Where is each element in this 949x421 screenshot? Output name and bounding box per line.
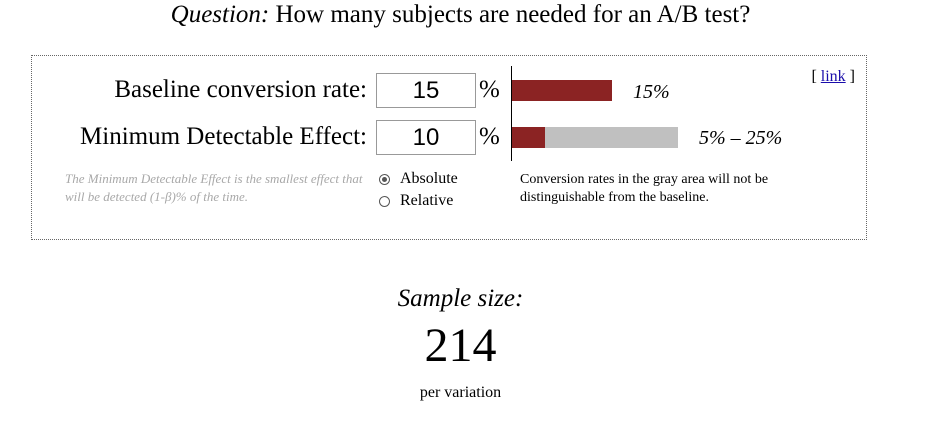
baseline-label: Baseline conversion rate: xyxy=(114,76,367,103)
mde-explanation: The Minimum Detectable Effect is the sma… xyxy=(65,171,363,204)
baseline-bar-value: 15% xyxy=(633,81,670,103)
mde-label: Minimum Detectable Effect: xyxy=(80,123,367,150)
link-bracket-close: ] xyxy=(849,68,855,85)
sample-size-unit: per variation xyxy=(419,384,502,401)
mde-bar-track xyxy=(512,127,949,148)
link-container: [ link ] xyxy=(811,67,855,87)
baseline-rate-input[interactable] xyxy=(376,73,476,108)
baseline-unit: % xyxy=(479,76,500,103)
baseline-bar-track xyxy=(512,80,949,101)
question-text: How many subjects are needed for an A/B … xyxy=(275,1,751,28)
mde-range-value: 5% – 25% xyxy=(699,127,783,149)
radio-absolute[interactable]: Absolute xyxy=(379,168,458,190)
radio-absolute-label: Absolute xyxy=(400,170,458,187)
mde-range-bar xyxy=(545,127,678,148)
sample-size-value: 214 xyxy=(424,319,497,372)
bar-axis-line xyxy=(511,66,512,161)
radio-relative[interactable]: Relative xyxy=(379,190,458,212)
link-bracket-open: [ xyxy=(811,68,817,85)
question-label: Question: xyxy=(170,1,270,28)
radio-absolute-icon[interactable] xyxy=(379,173,390,185)
question-heading: Question: How many subjects are needed f… xyxy=(0,0,921,30)
calculator-panel: [ link ] Baseline conversion rate: % Min… xyxy=(31,55,867,240)
mde-unit: % xyxy=(479,123,500,150)
sample-size-title: Sample size: xyxy=(397,285,524,312)
gray-area-note: Conversion rates in the gray area will n… xyxy=(520,172,769,205)
permalink-link[interactable]: link xyxy=(820,68,846,85)
radio-relative-label: Relative xyxy=(400,192,454,209)
mde-mode-radio-group: Absolute Relative xyxy=(379,168,458,212)
mde-input[interactable] xyxy=(376,120,476,155)
baseline-bar xyxy=(512,80,612,101)
mde-lower-bar xyxy=(512,127,545,148)
radio-relative-icon[interactable] xyxy=(379,195,390,207)
